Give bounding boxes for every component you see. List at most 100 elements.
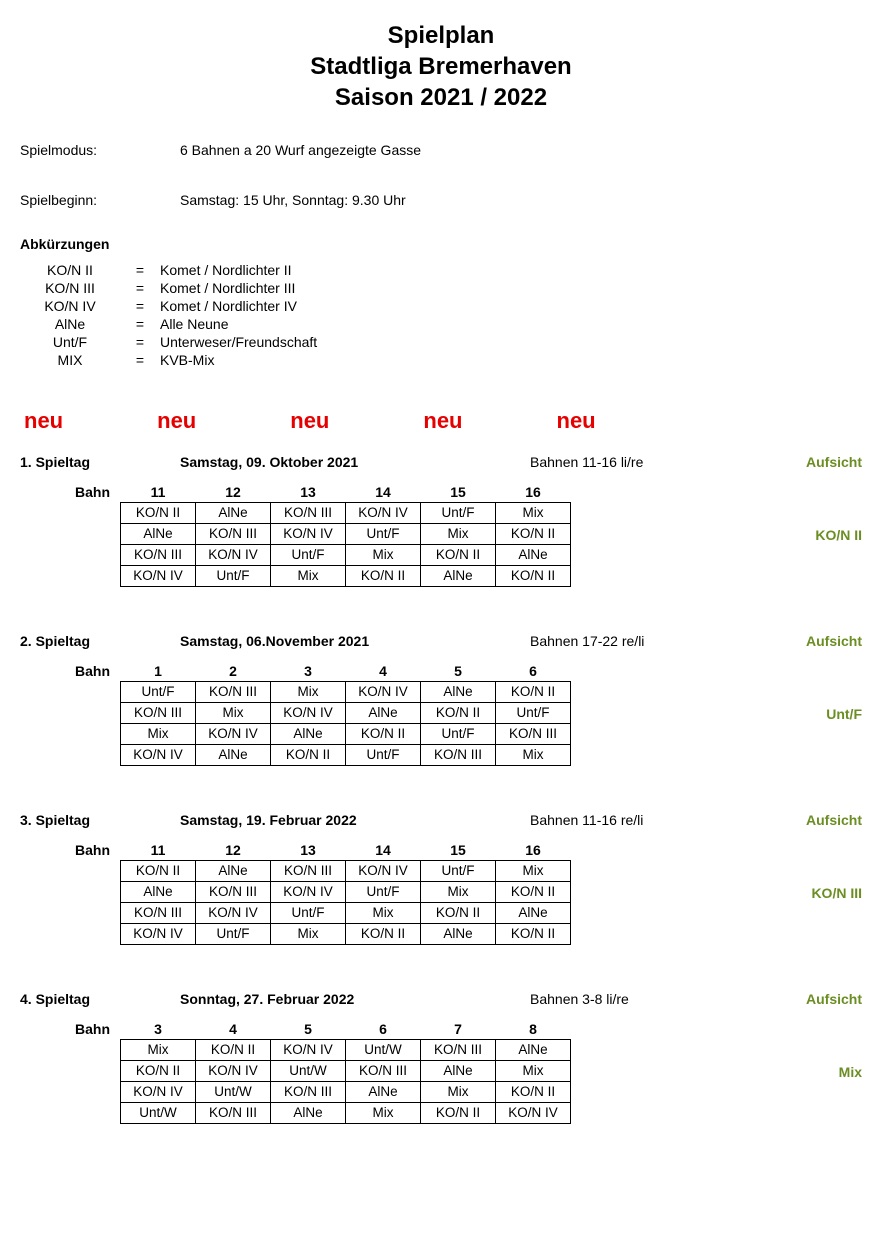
table-row: MixKO/N IVAlNeKO/N IIUnt/FKO/N III [121, 723, 571, 744]
schedule-cell: Mix [271, 681, 346, 702]
schedule-cell: Unt/F [421, 860, 496, 881]
schedule-cell: KO/N II [496, 681, 571, 702]
neu-row: neu neu neu neu neu [20, 408, 862, 434]
aufsicht-label: Aufsicht [730, 633, 862, 649]
bahn-label: Bahn [20, 1021, 120, 1037]
schedule-cell: AlNe [421, 681, 496, 702]
schedule-cell: KO/N II [121, 860, 196, 881]
spieltag-number: 1. Spieltag [20, 454, 180, 470]
schedule-cell: KO/N III [196, 681, 271, 702]
title-line-2: Stadtliga Bremerhaven [310, 53, 571, 80]
table-row: KO/N IVAlNeKO/N IIUnt/FKO/N IIIMix [121, 744, 571, 765]
schedule-cell: KO/N IV [196, 544, 271, 565]
neu-tag: neu [157, 408, 196, 434]
schedule-cell: KO/N II [346, 723, 421, 744]
col-header: 3 [271, 663, 346, 682]
col-header: 2 [196, 663, 271, 682]
table-row: AlNeKO/N IIIKO/N IVUnt/FMixKO/N II [121, 881, 571, 902]
schedule-cell: Mix [346, 544, 421, 565]
col-header: 4 [196, 1021, 271, 1040]
schedule-cell: Mix [421, 881, 496, 902]
spielmodus-value: 6 Bahnen a 20 Wurf angezeigte Gasse [180, 142, 421, 158]
schedule-cell: KO/N III [271, 860, 346, 881]
table-row: KO/N IIKO/N IVUnt/WKO/N IIIAlNeMix [121, 1060, 571, 1081]
schedule-cell: AlNe [346, 702, 421, 723]
abk-code: KO/N III [20, 280, 120, 296]
neu-tag: neu [24, 408, 63, 434]
schedule-cell: KO/N III [421, 744, 496, 765]
schedule-cell: KO/N IV [121, 923, 196, 944]
schedule-cell: KO/N II [421, 702, 496, 723]
col-header: 6 [346, 1021, 421, 1040]
abk-eq: = [120, 280, 160, 296]
schedule-cell: Unt/F [496, 702, 571, 723]
supervisor-team: Mix [571, 1064, 862, 1080]
spieltag-date: Samstag, 06.November 2021 [180, 633, 530, 649]
schedule-cell: AlNe [421, 923, 496, 944]
abk-full: Komet / Nordlichter IV [160, 298, 297, 314]
abk-full: Komet / Nordlichter III [160, 280, 295, 296]
schedule-cell: KO/N II [346, 923, 421, 944]
schedule-cell: KO/N IV [196, 902, 271, 923]
schedule-cell: Unt/F [271, 902, 346, 923]
table-row: KO/N IIAlNeKO/N IIIKO/N IVUnt/FMix [121, 860, 571, 881]
schedule-cell: KO/N IV [271, 702, 346, 723]
abk-code: Unt/F [20, 334, 120, 350]
schedule-cell: Mix [121, 723, 196, 744]
spieltage-container: 1. SpieltagSamstag, 09. Oktober 2021 Bahn… [20, 454, 862, 1124]
col-header: 8 [496, 1021, 571, 1040]
schedule-cell: KO/N IV [196, 1060, 271, 1081]
abk-code: KO/N IV [20, 298, 120, 314]
schedule-cell: KO/N IV [121, 1081, 196, 1102]
abk-row: MIX=KVB-Mix [20, 352, 862, 368]
spieltag-date: Samstag, 09. Oktober 2021 [180, 454, 530, 470]
table-row: AlNeKO/N IIIKO/N IVUnt/FMixKO/N II [121, 523, 571, 544]
schedule-cell: KO/N IV [121, 565, 196, 586]
spieltag-bahnen: Bahnen 3-8 li/re [530, 991, 730, 1007]
schedule-cell: AlNe [271, 1102, 346, 1123]
schedule-wrap: Bahn345678MixKO/N IIKO/N IVUnt/WKO/N III… [20, 1021, 862, 1124]
spacer [20, 945, 862, 975]
schedule-cell: KO/N IV [196, 723, 271, 744]
title-line-3: Saison 2021 / 2022 [335, 84, 547, 111]
schedule-table: 123456Unt/FKO/N IIIMixKO/N IVAlNeKO/N II… [120, 663, 571, 766]
schedule-cell: Unt/W [121, 1102, 196, 1123]
spieltag-bahnen: Bahnen 11-16 re/li [530, 812, 730, 828]
abk-row: KO/N IV=Komet / Nordlichter IV [20, 298, 862, 314]
schedule-cell: KO/N III [271, 1081, 346, 1102]
spieltag-number: 4. Spieltag [20, 991, 180, 1007]
schedule-cell: KO/N III [121, 902, 196, 923]
schedule-cell: Mix [496, 744, 571, 765]
bahn-label: Bahn [20, 484, 120, 500]
schedule-cell: Mix [496, 502, 571, 523]
title-line-1: Spielplan [388, 22, 495, 49]
schedule-cell: Mix [421, 1081, 496, 1102]
spieltag-header: 1. SpieltagSamstag, 09. Oktober 2021Bahn… [20, 454, 862, 470]
schedule-cell: AlNe [121, 523, 196, 544]
schedule-cell: Mix [271, 565, 346, 586]
spieltag-block: 2. SpieltagSamstag, 06.November 2021Bahn… [20, 633, 862, 796]
schedule-cell: Unt/F [346, 523, 421, 544]
spieltag-block: 4. SpieltagSonntag, 27. Februar 2022Bahn… [20, 991, 862, 1124]
schedule-cell: KO/N III [421, 1039, 496, 1060]
spielbeginn-value: Samstag: 15 Uhr, Sonntag: 9.30 Uhr [180, 192, 406, 208]
col-header: 7 [421, 1021, 496, 1040]
schedule-cell: Mix [346, 902, 421, 923]
schedule-cell: Mix [346, 1102, 421, 1123]
col-header: 15 [421, 484, 496, 503]
table-row: MixKO/N IIKO/N IVUnt/WKO/N IIIAlNe [121, 1039, 571, 1060]
spieltag-header: 2. SpieltagSamstag, 06.November 2021Bahn… [20, 633, 862, 649]
abk-full: Komet / Nordlichter II [160, 262, 292, 278]
spieltag-number: 2. Spieltag [20, 633, 180, 649]
schedule-cell: KO/N IV [271, 1039, 346, 1060]
schedule-cell: AlNe [496, 1039, 571, 1060]
schedule-cell: AlNe [421, 565, 496, 586]
col-header: 13 [271, 484, 346, 503]
abk-eq: = [120, 334, 160, 350]
schedule-cell: AlNe [496, 544, 571, 565]
abk-code: KO/N II [20, 262, 120, 278]
col-header: 12 [196, 842, 271, 861]
schedule-cell: AlNe [196, 860, 271, 881]
col-header: 14 [346, 484, 421, 503]
schedule-cell: KO/N II [121, 502, 196, 523]
